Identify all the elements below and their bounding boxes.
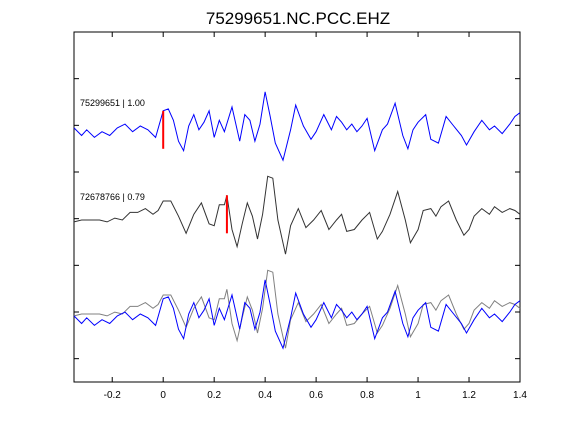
overlay-trace-1-line [73,279,521,350]
x-tick-label: 0.4 [258,390,272,401]
x-tick-label: 0 [160,390,166,401]
x-tick-label: 1 [415,390,421,401]
trace-1-line [73,91,521,162]
x-tick-label: 0.2 [207,390,221,401]
chart-title: 75299651.NC.PCC.EHZ [206,9,390,28]
x-tick-label: -0.2 [104,390,122,401]
x-tick-label: 1.2 [462,390,476,401]
y-tick-marks [74,78,520,360]
x-tick-label: 1.4 [513,390,527,401]
x-axis: -0.2 0 0.2 0.4 0.6 0.8 1 1.2 1.4 [104,32,527,401]
x-tick-label: 0.6 [309,390,323,401]
traces: 75299651 | 1.00 72678766 | 0.79 [73,91,521,350]
trace-1-label: 75299651 | 1.00 [80,98,145,108]
trace-2-line [73,175,521,255]
trace-2-label: 72678766 | 0.79 [80,192,145,202]
overlay-trace-2-line [73,269,521,349]
plot-area [73,31,521,383]
x-tick-label: 0.8 [360,390,374,401]
